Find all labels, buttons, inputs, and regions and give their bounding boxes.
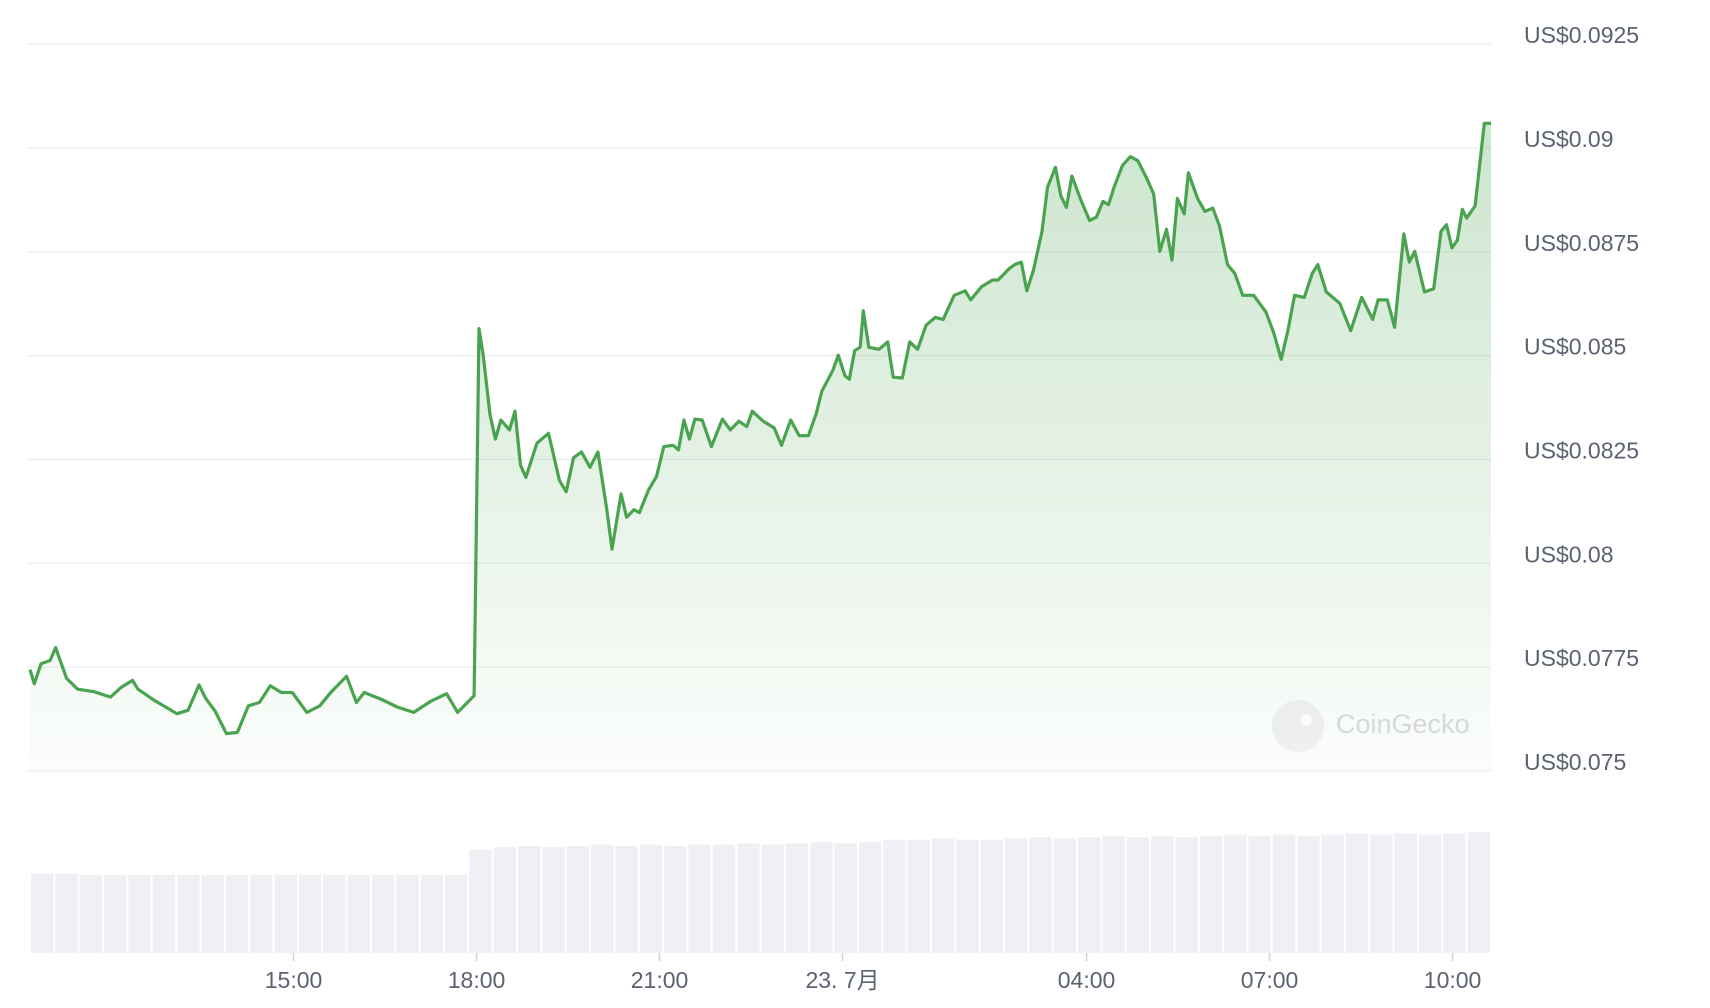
volume-bar — [785, 843, 809, 953]
volume-bar — [1418, 834, 1442, 953]
volume-bar — [31, 873, 54, 953]
volume-bar — [371, 874, 395, 953]
volume-bar — [688, 844, 711, 953]
volume-bar — [323, 874, 346, 953]
volume-bar — [761, 844, 784, 953]
volume-bar — [152, 874, 176, 953]
volume-bar — [274, 874, 297, 953]
volume-bar — [420, 874, 443, 953]
x-tick-label: 07:00 — [1241, 967, 1299, 993]
volume-bar — [469, 849, 492, 953]
volume-bar — [444, 874, 468, 953]
volume-bar — [737, 843, 760, 953]
volume-bar — [128, 874, 151, 953]
volume-bar — [518, 845, 541, 953]
y-tick-label: US$0.09 — [1524, 126, 1614, 152]
volume-bar — [542, 847, 565, 953]
y-tick-label: US$0.0775 — [1524, 645, 1639, 671]
volume-bar — [1151, 835, 1174, 953]
volume-bar — [1199, 835, 1223, 953]
volume-bar — [347, 874, 370, 953]
volume-bar — [79, 874, 103, 953]
x-tick-label: 21:00 — [631, 967, 689, 993]
volume-bar — [931, 838, 955, 953]
volume-bar — [664, 845, 687, 953]
volume-bar — [177, 874, 200, 953]
volume-bar — [1297, 835, 1320, 953]
volume-bar — [810, 842, 833, 953]
watermark-logo — [1272, 700, 1324, 752]
volume-bar — [1053, 838, 1077, 953]
volume-bar — [201, 874, 224, 953]
volume-bar — [1078, 837, 1101, 953]
volume-bar — [1321, 834, 1344, 953]
volume-bar — [1443, 833, 1466, 953]
volume-bar — [1345, 833, 1369, 953]
volume-bar — [1005, 838, 1028, 953]
watermark: CoinGecko — [1272, 700, 1470, 752]
volume-bar — [225, 874, 249, 953]
volume-bar — [1394, 833, 1417, 953]
volume-bar — [1126, 837, 1150, 953]
volume-bar — [396, 874, 419, 953]
volume-bar — [712, 844, 736, 953]
x-tick-label: 15:00 — [265, 967, 323, 993]
volume-bar — [615, 845, 638, 953]
volume-bar — [566, 845, 590, 953]
y-tick-label: US$0.085 — [1524, 334, 1626, 360]
volume-bar — [956, 839, 979, 953]
volume-bar — [1102, 835, 1125, 953]
x-tick-label: 04:00 — [1058, 967, 1116, 993]
volume-bar — [980, 839, 1003, 953]
price-area — [30, 123, 1491, 772]
volume-bar — [493, 847, 516, 953]
price-line — [28, 121, 1491, 736]
x-tick-label: 18:00 — [448, 967, 506, 993]
volume-bar — [1370, 834, 1393, 953]
volume-bar — [1224, 834, 1247, 953]
y-tick-label: US$0.075 — [1524, 749, 1626, 775]
volume-bar — [883, 839, 906, 953]
volume-bar — [1248, 835, 1271, 953]
volume-bar — [858, 842, 882, 953]
watermark-logo-eye — [1300, 714, 1312, 726]
volume-bar — [250, 874, 273, 953]
volume-bar — [639, 844, 663, 953]
volume-bar — [1467, 832, 1490, 953]
volume-bar — [104, 874, 127, 953]
volume-bar — [1272, 834, 1296, 953]
volume-bar — [1175, 837, 1198, 953]
y-tick-label: US$0.0875 — [1524, 230, 1639, 256]
y-tick-label: US$0.0925 — [1524, 22, 1639, 48]
x-tick-label: 10:00 — [1424, 967, 1482, 993]
x-tick-label: 23. 7月 — [805, 967, 879, 993]
volume-bar — [907, 839, 930, 953]
watermark-text: CoinGecko — [1336, 709, 1470, 739]
y-tick-label: US$0.08 — [1524, 541, 1614, 567]
volume-bar — [1029, 837, 1052, 953]
volume-bar — [298, 874, 322, 953]
y-tick-label: US$0.0825 — [1524, 438, 1639, 464]
volume-bar — [55, 873, 78, 953]
volume-bar — [591, 844, 614, 953]
volume-bar — [834, 843, 857, 953]
